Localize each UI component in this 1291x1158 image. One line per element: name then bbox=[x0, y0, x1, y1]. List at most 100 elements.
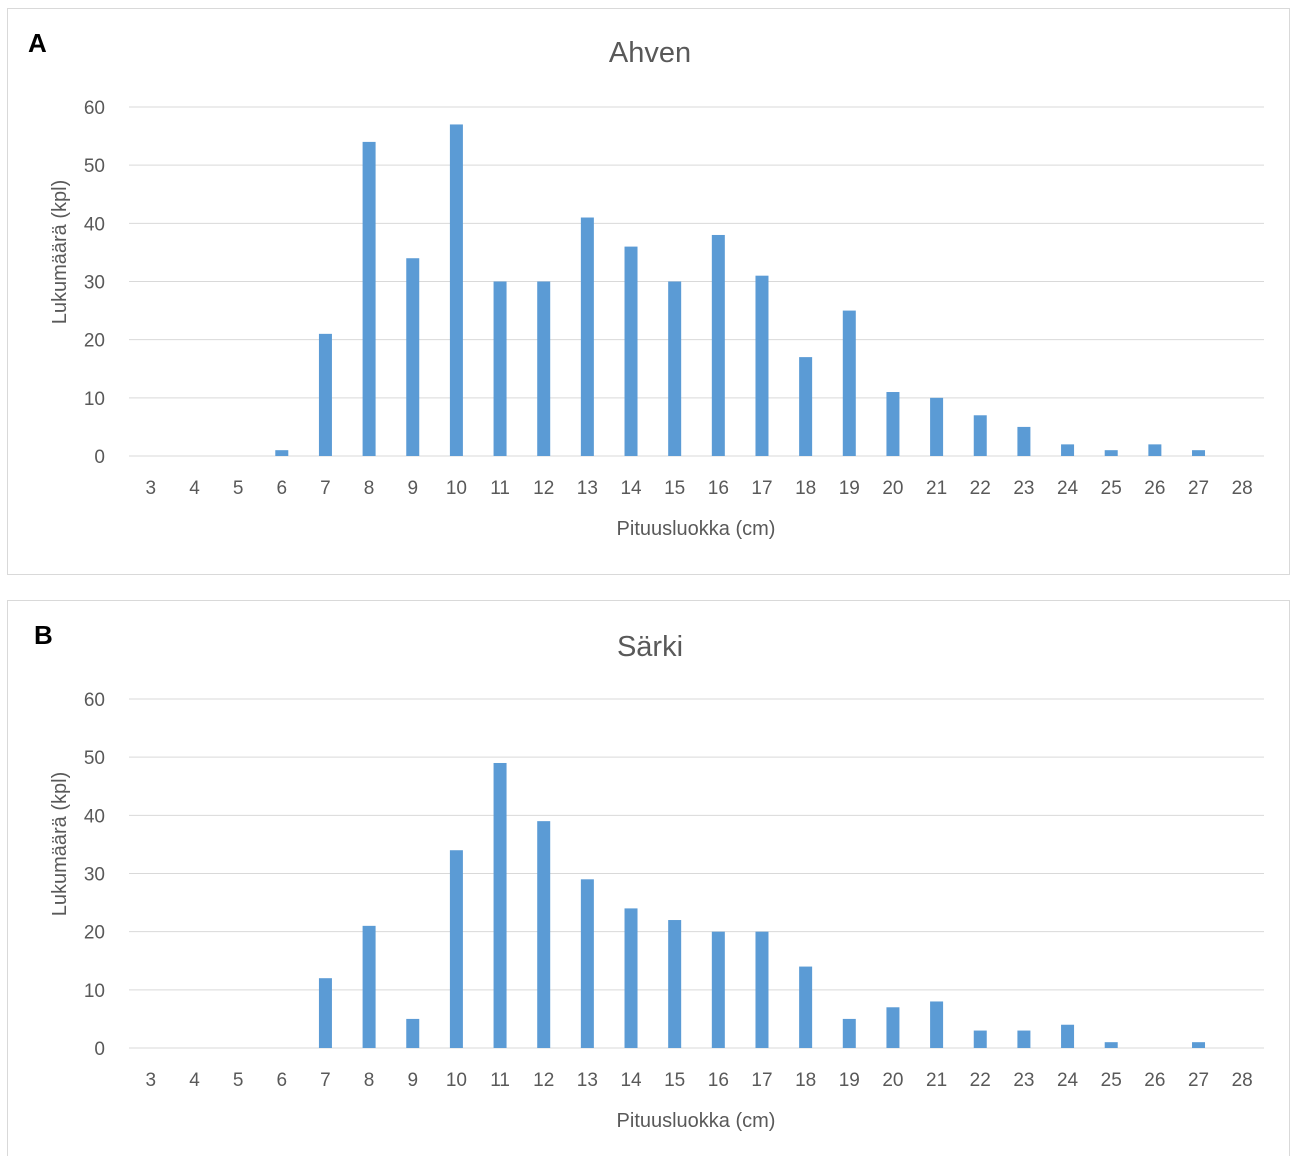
y-tick-label-b-10: 10 bbox=[84, 981, 105, 1002]
y-tick-label-a-60: 60 bbox=[84, 98, 105, 119]
bar-a-14 bbox=[624, 246, 638, 456]
panel-label-b: B bbox=[34, 620, 53, 650]
x-tick-label-a-14: 14 bbox=[620, 478, 642, 499]
y-tick-label-b-50: 50 bbox=[84, 748, 105, 769]
bar-b-12 bbox=[537, 821, 551, 1048]
chart-title-a: Ahven bbox=[609, 37, 691, 69]
x-tick-label-b-23: 23 bbox=[1013, 1070, 1034, 1091]
bar-a-6 bbox=[275, 450, 289, 456]
x-tick-label-a-8: 8 bbox=[364, 478, 375, 499]
x-tick-label-b-22: 22 bbox=[970, 1070, 991, 1091]
x-tick-label-a-26: 26 bbox=[1144, 478, 1165, 499]
panel-label-a: A bbox=[28, 28, 47, 58]
bar-a-27 bbox=[1192, 450, 1206, 456]
x-tick-label-a-5: 5 bbox=[233, 478, 244, 499]
bar-b-9 bbox=[406, 1018, 420, 1048]
y-tick-label-a-30: 30 bbox=[84, 273, 105, 294]
y-tick-label-a-10: 10 bbox=[84, 389, 105, 410]
gridlines-b bbox=[129, 698, 1264, 1049]
x-tick-label-b-13: 13 bbox=[577, 1070, 598, 1091]
x-tick-label-b-28: 28 bbox=[1232, 1070, 1253, 1091]
x-tick-label-b-21: 21 bbox=[926, 1070, 947, 1091]
x-tick-label-a-23: 23 bbox=[1013, 478, 1034, 499]
x-tick-label-a-25: 25 bbox=[1101, 478, 1122, 499]
bar-b-18 bbox=[799, 966, 813, 1048]
x-ticks-a: 3 4 5 6 7 8 9 10 11 12 13 14 15 16 17 18 19 20 21 22 23 24 25 2… bbox=[146, 478, 1253, 499]
bar-b-14 bbox=[624, 908, 638, 1048]
x-axis-label-a: Pituusluokka (cm) bbox=[617, 518, 776, 540]
y-tick-label-b-40: 40 bbox=[84, 806, 105, 827]
x-tick-label-a-13: 13 bbox=[577, 478, 598, 499]
x-tick-label-b-10: 10 bbox=[446, 1070, 467, 1091]
bar-b-25 bbox=[1104, 1042, 1118, 1048]
chart-panel-a: A Ahven Pituusluokka (cm) Lukumäärä (kpl… bbox=[7, 8, 1290, 575]
x-tick-label-b-12: 12 bbox=[533, 1070, 554, 1091]
y-tick-label-b-60: 60 bbox=[84, 690, 105, 711]
x-tick-label-a-15: 15 bbox=[664, 478, 685, 499]
x-tick-label-a-20: 20 bbox=[882, 478, 903, 499]
x-tick-label-a-3: 3 bbox=[146, 478, 157, 499]
bar-b-27 bbox=[1192, 1042, 1206, 1048]
x-tick-label-b-26: 26 bbox=[1144, 1070, 1165, 1091]
bar-b-23 bbox=[1017, 1030, 1031, 1048]
bars-a bbox=[275, 124, 1206, 456]
x-tick-label-a-10: 10 bbox=[446, 478, 467, 499]
x-tick-label-a-22: 22 bbox=[970, 478, 991, 499]
bar-a-13 bbox=[580, 217, 594, 456]
bar-a-23 bbox=[1017, 426, 1031, 456]
y-tick-label-a-0: 0 bbox=[94, 447, 105, 468]
x-tick-label-b-25: 25 bbox=[1101, 1070, 1122, 1091]
chart-b-svg: B Särki Pituusluokka (cm) Lukumäärä (kpl… bbox=[34, 620, 1264, 1132]
x-tick-label-a-28: 28 bbox=[1232, 478, 1253, 499]
y-tick-label-a-50: 50 bbox=[84, 156, 105, 177]
x-tick-label-b-20: 20 bbox=[882, 1070, 903, 1091]
x-tick-label-b-17: 17 bbox=[751, 1070, 772, 1091]
bar-a-9 bbox=[406, 258, 420, 456]
bars-b bbox=[318, 762, 1206, 1048]
bar-a-20 bbox=[886, 392, 900, 456]
bar-a-19 bbox=[842, 310, 856, 456]
x-tick-label-b-18: 18 bbox=[795, 1070, 816, 1091]
x-tick-label-b-5: 5 bbox=[233, 1070, 244, 1091]
bar-b-11 bbox=[493, 762, 507, 1048]
y-tick-label-b-0: 0 bbox=[94, 1039, 105, 1060]
x-axis-label-b: Pituusluokka (cm) bbox=[617, 1110, 776, 1132]
x-tick-label-b-9: 9 bbox=[407, 1070, 418, 1091]
bar-a-7 bbox=[318, 333, 332, 456]
x-tick-label-b-24: 24 bbox=[1057, 1070, 1079, 1091]
y-tick-label-a-20: 20 bbox=[84, 331, 105, 352]
bar-b-20 bbox=[886, 1007, 900, 1048]
x-tick-label-a-17: 17 bbox=[751, 478, 772, 499]
bar-a-17 bbox=[755, 275, 769, 456]
x-tick-label-a-11: 11 bbox=[490, 478, 510, 499]
bar-b-7 bbox=[318, 978, 332, 1048]
bar-a-10 bbox=[449, 124, 463, 456]
x-tick-label-a-21: 21 bbox=[926, 478, 947, 499]
bar-b-19 bbox=[842, 1018, 856, 1048]
x-tick-label-b-6: 6 bbox=[276, 1070, 287, 1091]
x-ticks-b: 3 4 5 6 7 8 9 10 11 12 13 14 15 16 17 18 19 20 21 22 23 24 25 2… bbox=[146, 1070, 1253, 1091]
bar-a-24 bbox=[1061, 444, 1075, 456]
chart-title-b: Särki bbox=[617, 631, 683, 663]
y-axis-label-a: Lukumäärä (kpl) bbox=[49, 180, 71, 325]
bar-b-21 bbox=[930, 1001, 944, 1048]
x-tick-label-a-19: 19 bbox=[839, 478, 860, 499]
bar-b-16 bbox=[711, 931, 725, 1048]
x-tick-label-b-27: 27 bbox=[1188, 1070, 1209, 1091]
bar-a-15 bbox=[668, 281, 682, 456]
bar-b-15 bbox=[668, 920, 682, 1048]
bar-a-21 bbox=[930, 397, 944, 456]
bar-b-24 bbox=[1061, 1024, 1075, 1048]
y-ticks-a: 0 10 20 30 40 50 60 bbox=[84, 98, 105, 468]
x-tick-label-a-6: 6 bbox=[276, 478, 287, 499]
y-ticks-b: 0 10 20 30 40 50 60 bbox=[84, 690, 105, 1060]
bar-b-13 bbox=[580, 879, 594, 1048]
x-tick-label-b-14: 14 bbox=[620, 1070, 642, 1091]
bar-a-11 bbox=[493, 281, 507, 456]
x-tick-label-b-15: 15 bbox=[664, 1070, 685, 1091]
bar-a-25 bbox=[1104, 450, 1118, 456]
y-axis-label-b: Lukumäärä (kpl) bbox=[49, 772, 71, 917]
x-tick-label-a-7: 7 bbox=[320, 478, 331, 499]
x-tick-label-b-19: 19 bbox=[839, 1070, 860, 1091]
y-tick-label-b-30: 30 bbox=[84, 865, 105, 886]
